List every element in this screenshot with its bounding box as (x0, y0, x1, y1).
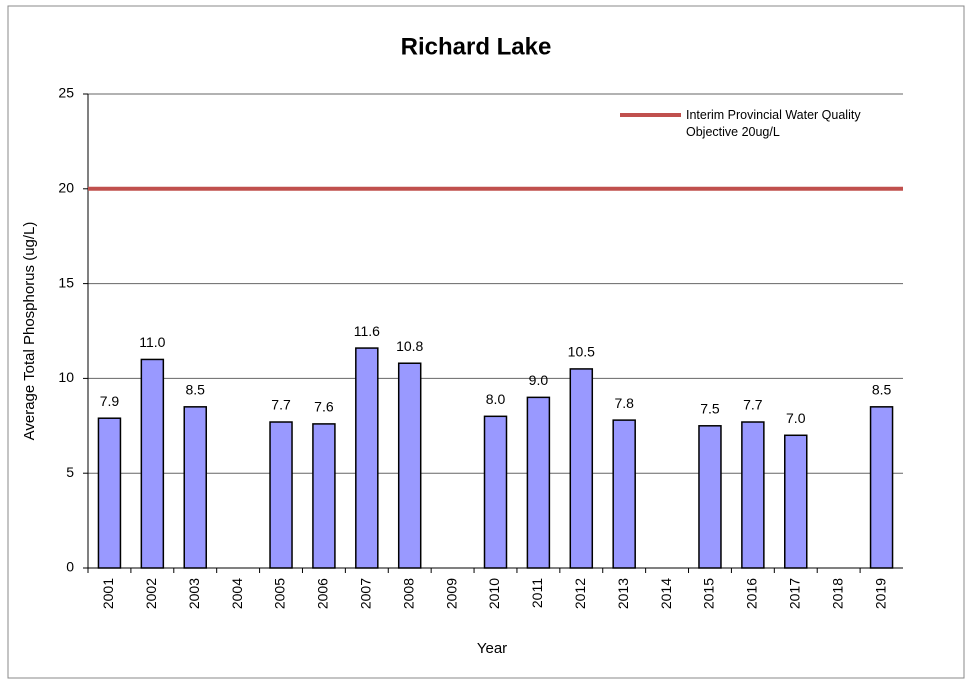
y-axis-label: Average Total Phosphorus (ug/L) (21, 222, 38, 441)
x-tick-label: 2017 (786, 578, 802, 609)
y-tick-label: 25 (58, 85, 74, 101)
x-axis-label: Year (477, 640, 507, 657)
x-tick-label: 2010 (486, 578, 502, 609)
y-tick-label: 10 (58, 369, 74, 385)
data-label: 7.8 (614, 395, 634, 411)
x-tick-label: 2006 (315, 578, 331, 609)
x-tick-label: 2004 (229, 578, 245, 609)
bar (97, 417, 122, 569)
bar (869, 406, 894, 569)
x-tick-label: 2012 (572, 578, 588, 609)
x-tick-label: 2009 (443, 578, 459, 609)
data-label: 9.0 (529, 372, 549, 388)
x-tick-label: 2002 (143, 578, 159, 609)
bar (312, 423, 336, 569)
data-label: 8.5 (872, 382, 892, 398)
bar (698, 425, 722, 569)
x-tick-label: 2005 (272, 578, 288, 609)
y-tick-label: 20 (58, 180, 74, 196)
bar (612, 419, 636, 569)
y-tick-label: 15 (58, 274, 74, 290)
x-tick-label: 2003 (186, 578, 202, 609)
bar (183, 406, 207, 569)
y-tick-label: 0 (66, 559, 74, 575)
data-label: 10.5 (568, 344, 595, 360)
data-label: 8.0 (486, 391, 506, 407)
data-label: 7.5 (700, 401, 720, 417)
x-tick-label: 2014 (658, 578, 674, 609)
x-tick-label: 2008 (400, 578, 416, 609)
x-tick-label: 2016 (744, 578, 760, 609)
y-tick-label: 5 (66, 464, 74, 480)
x-tick-label: 2001 (100, 578, 116, 609)
data-label: 7.9 (100, 393, 120, 409)
data-label: 7.6 (314, 399, 334, 415)
bar (526, 396, 551, 569)
data-label: 10.8 (396, 338, 423, 354)
bar (569, 368, 594, 569)
x-tick-label: 2007 (358, 578, 374, 609)
data-label: 11.0 (139, 334, 165, 350)
bar (741, 421, 765, 569)
data-label: 7.0 (786, 410, 806, 426)
bar (397, 362, 422, 569)
bar (269, 421, 293, 569)
bar (784, 434, 808, 569)
bar (140, 358, 165, 569)
data-label: 11.6 (354, 323, 380, 339)
legend-label: Interim Provincial Water Quality Objecti… (686, 108, 861, 139)
x-tick-label: 2018 (829, 578, 845, 609)
x-tick-label: 2011 (529, 578, 545, 608)
data-label: 8.5 (186, 382, 206, 398)
data-label: 7.7 (271, 397, 291, 413)
data-label: 7.7 (743, 397, 763, 413)
bar (483, 415, 508, 569)
x-tick-label: 2013 (615, 578, 631, 609)
bar (355, 347, 379, 569)
x-tick-label: 2015 (701, 578, 717, 609)
chart-title: Richard Lake (401, 33, 552, 60)
x-tick-label: 2019 (872, 578, 888, 609)
